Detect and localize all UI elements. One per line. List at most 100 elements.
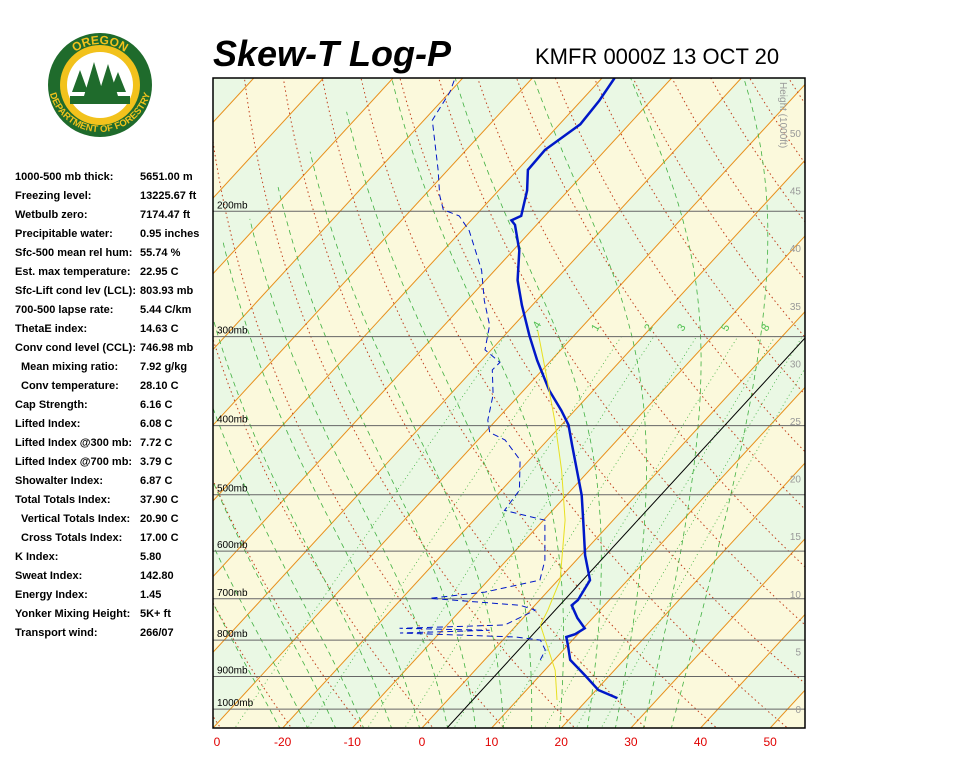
isotherm <box>213 78 742 654</box>
isotherm <box>560 462 805 728</box>
index-value: 5651.00 m <box>140 171 193 183</box>
logo: OREGON DEPARTMENT OF FORESTRY <box>47 33 153 137</box>
pressure-label: 900mb <box>217 666 248 677</box>
index-label: Yonker Mixing Height: <box>15 608 130 620</box>
isotherm <box>351 235 805 728</box>
index-label: Conv cond level (CCL): <box>15 342 136 354</box>
index-label: Sfc-500 mean rel hum: <box>15 247 132 259</box>
x-tick-label: 40 <box>694 735 708 749</box>
height-tick-label: 15 <box>790 532 802 543</box>
mixing-ratio-line <box>453 336 697 728</box>
dry-adiabat <box>905 78 960 730</box>
dry-adiabat <box>827 78 960 730</box>
index-value: 13225.67 ft <box>140 190 197 202</box>
plot-area <box>213 78 960 730</box>
index-label: Showalter Index: <box>15 475 103 487</box>
isotherm <box>213 78 464 351</box>
isotherm <box>213 78 324 199</box>
height-tick-label: 20 <box>790 475 802 486</box>
logo-top-path: OREGON <box>69 33 130 55</box>
pressure-label: 300mb <box>217 326 248 337</box>
mixing-ratio-line <box>307 336 570 728</box>
isotherm <box>700 613 805 728</box>
x-tick-label: 20 <box>555 735 569 749</box>
reference-line <box>446 337 805 728</box>
dry-adiabat <box>593 78 805 396</box>
index-value: 17.00 C <box>140 532 179 544</box>
dry-adiabat <box>944 78 960 730</box>
moist-adiabat <box>277 187 476 728</box>
pressure-label: 600mb <box>217 540 248 551</box>
isotherm <box>421 310 805 728</box>
index-label: Lifted Index @300 mb: <box>15 437 132 449</box>
height-tick-label: 10 <box>790 590 802 601</box>
index-value: 5.80 <box>140 551 161 563</box>
index-label: Energy Index: <box>15 589 88 601</box>
profile-line <box>537 330 566 701</box>
index-value: 14.63 C <box>140 323 179 335</box>
index-value: 3.79 C <box>140 456 172 468</box>
index-value: 746.98 mb <box>140 342 193 354</box>
index-value: 20.90 C <box>140 513 179 525</box>
moist-adiabat <box>309 151 504 728</box>
mixing-ratio-label: 8 <box>759 322 772 333</box>
dry-adiabat <box>213 337 434 728</box>
moist-adiabat <box>454 78 602 728</box>
profile-line <box>509 78 618 700</box>
logo-ground <box>70 96 130 104</box>
dry-adiabat <box>788 78 805 105</box>
index-value: 1.45 <box>140 589 161 601</box>
x-tick-label: 10 <box>485 735 499 749</box>
pressure-label: 800mb <box>217 629 248 640</box>
height-tick-label: 0 <box>795 705 801 716</box>
mixing-ratio-line <box>367 336 622 728</box>
mixing-ratio-line <box>600 367 805 728</box>
index-value: 0.95 inches <box>140 228 199 240</box>
index-value: 6.87 C <box>140 475 172 487</box>
background-band <box>213 78 805 728</box>
index-label: 1000-500 mb thick: <box>15 171 113 183</box>
background-band <box>213 78 254 123</box>
isotherm <box>213 78 394 275</box>
chart-subtitle: KMFR 0000Z 13 OCT 20 <box>535 44 779 69</box>
moist-adiabat <box>213 316 392 728</box>
isotherm <box>213 83 805 728</box>
dry-adiabat <box>866 78 960 730</box>
plot-border <box>212 77 806 729</box>
index-label: Freezing level: <box>15 190 91 202</box>
index-label: Mean mixing ratio: <box>21 361 118 373</box>
index-label: Vertical Totals Index: <box>21 513 130 525</box>
index-value: 22.95 C <box>140 266 179 278</box>
background-band <box>840 78 960 728</box>
dry-adiabat <box>213 601 293 728</box>
index-value: 55.74 % <box>140 247 181 259</box>
pressure-label: 1000mb <box>217 698 254 709</box>
pressure-label: 500mb <box>217 484 248 495</box>
index-value: 5K+ ft <box>140 608 171 620</box>
index-label: Total Totals Index: <box>15 494 111 506</box>
pressure-label: 200mb <box>217 200 248 211</box>
index-value: 7174.47 ft <box>140 209 190 221</box>
plot-overlay: 200mb 300mb 400mb 500mb 600mb 700mb 800mb 900mb… <box>212 77 806 749</box>
moist-adiabat <box>346 111 533 728</box>
index-label: Lifted Index @700 mb: <box>15 456 132 468</box>
index-value: 6.08 C <box>140 418 172 430</box>
x-tick-label: 30 <box>624 735 638 749</box>
isotherm <box>213 78 533 426</box>
height-tick-label: 30 <box>790 359 802 370</box>
height-tick-label: 25 <box>790 417 802 428</box>
index-value: 803.93 mb <box>140 285 193 297</box>
index-value: 142.80 <box>140 570 174 582</box>
index-value: 7.72 C <box>140 437 172 449</box>
index-label: Transport wind: <box>15 627 98 639</box>
isotherm <box>630 538 805 728</box>
isotherm <box>909 78 960 728</box>
x-tick-label: 0 <box>419 735 426 749</box>
height-axis-label: Height (1000ft) <box>777 82 788 148</box>
isotherm <box>840 78 960 728</box>
index-value: 6.16 C <box>140 399 172 411</box>
moist-adiabat <box>533 78 647 728</box>
logo-trees <box>72 62 126 96</box>
index-label: Sfc-Lift cond lev (LCL): <box>15 285 136 297</box>
